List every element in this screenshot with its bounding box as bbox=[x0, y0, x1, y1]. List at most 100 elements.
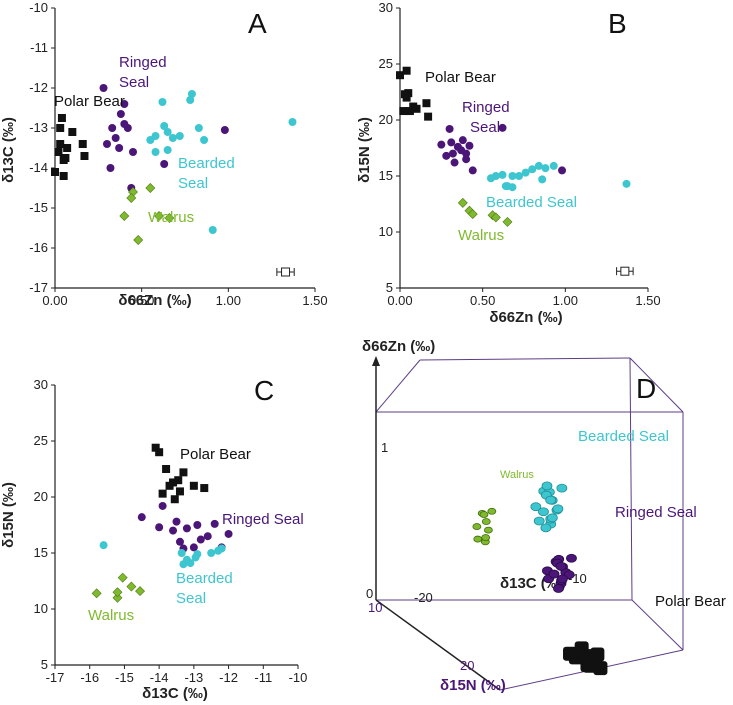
panel-a-label-bearded-seal-line2: Seal bbox=[178, 175, 208, 192]
panel-a-point-ringed-seal bbox=[120, 100, 129, 108]
panel-b-point-bearded-seal bbox=[508, 172, 517, 180]
panel-d-point-polar-bear bbox=[580, 649, 595, 664]
panel-d-point-walrus bbox=[472, 523, 482, 530]
panel-b-xtick-label: 0.50 bbox=[470, 293, 495, 308]
panel-c-xtick-label: -17 bbox=[46, 670, 65, 685]
panel-b-label-bearded-seal: Bearded Seal bbox=[486, 194, 577, 211]
panel-a-point-ringed-seal bbox=[129, 148, 137, 156]
panel-c-point-polar-bear bbox=[189, 481, 198, 490]
panel-a-point-ringed-seal bbox=[111, 134, 120, 142]
panel-d-point-bearded-seal bbox=[540, 523, 552, 533]
panel-c-letter: C bbox=[254, 375, 274, 406]
panel-d-point-polar-bear bbox=[593, 661, 608, 676]
panel-a-point-bearded-seal bbox=[163, 146, 172, 154]
panel-b-point-ringed-seal bbox=[458, 136, 467, 145]
panel-b-point-walrus bbox=[467, 209, 478, 220]
panel-a-xtick-label: 0.00 bbox=[42, 293, 67, 308]
panel-a-point-bearded-seal bbox=[151, 132, 160, 140]
panel-a-point-bearded-seal bbox=[163, 128, 172, 136]
panel-c-point-polar-bear bbox=[162, 465, 171, 473]
panel-c-label-walrus: Walrus bbox=[88, 607, 134, 624]
panel-c-xtick-label: -12 bbox=[219, 670, 238, 685]
panel-a-point-bearded-seal bbox=[288, 118, 297, 126]
panel-b-point-ringed-seal bbox=[465, 141, 474, 150]
panel-b-letter: B bbox=[608, 8, 627, 39]
panel-a-point-walrus bbox=[164, 213, 175, 223]
panel-b-label-polar-bear: Polar Bear bbox=[425, 69, 496, 86]
panel-c-point-ringed-seal bbox=[203, 532, 212, 541]
panel-d-point-bearded-seal bbox=[533, 516, 545, 526]
panel-a-ytick-label: -12 bbox=[29, 80, 48, 95]
panel-b-point-polar-bear bbox=[396, 71, 404, 80]
panel-a-error-bar-marker bbox=[281, 267, 291, 277]
panel-b-point-ringed-seal bbox=[498, 123, 507, 132]
panel-a-point-ringed-seal bbox=[99, 84, 108, 92]
panel-d-box-edge bbox=[631, 599, 684, 651]
panel-b-point-ringed-seal bbox=[468, 166, 477, 175]
panel-d-point-bearded-seal bbox=[530, 502, 542, 512]
panel-a-point-ringed-seal bbox=[103, 140, 111, 148]
panel-c-point-walrus bbox=[126, 581, 137, 592]
panel-c-point-ringed-seal bbox=[158, 501, 167, 510]
panel-a-point-bearded-seal bbox=[208, 226, 217, 234]
panel-a-label-walrus: Walrus bbox=[148, 209, 194, 226]
panel-b-point-polar-bear bbox=[400, 90, 409, 99]
panel-c-xtick-label: -15 bbox=[115, 670, 134, 685]
panel-d-point-ringed-seal bbox=[553, 584, 564, 593]
panel-d-point-walrus bbox=[481, 534, 491, 541]
panel-d-label-polar-bear: Polar Bear bbox=[655, 593, 726, 610]
panel-a-point-polar-bear bbox=[56, 140, 65, 148]
panel-c-point-ringed-seal bbox=[196, 535, 205, 544]
panel-d-box-edge bbox=[375, 359, 421, 413]
panel-c-point-ringed-seal bbox=[210, 519, 219, 528]
panel-d-label-bearded-seal: Bearded Seal bbox=[578, 428, 669, 445]
panel-b-point-ringed-seal bbox=[558, 166, 567, 175]
panel-a-xlabel: δ66Zn (‰) bbox=[118, 292, 191, 309]
panel-c-label-bearded-seal: Bearded Seal bbox=[176, 570, 233, 607]
panel-d-xtick: -20 bbox=[414, 590, 433, 605]
panel-a-ytick-label: -16 bbox=[29, 240, 48, 255]
panel-b-point-polar-bear bbox=[424, 112, 433, 121]
panel-b-point-bearded-seal bbox=[541, 164, 550, 173]
panel-d-ytick: 10 bbox=[368, 600, 382, 615]
panel-c-point-ringed-seal bbox=[169, 526, 178, 535]
panel-b-point-bearded-seal bbox=[534, 161, 543, 170]
panel-b-point-polar-bear bbox=[402, 66, 411, 75]
panel-a-point-bearded-seal bbox=[168, 134, 177, 142]
panel-d-point-ringed-seal bbox=[548, 569, 560, 579]
panel-b-point-bearded-seal bbox=[528, 165, 537, 174]
panel-a-point-bearded-seal bbox=[194, 124, 203, 132]
panel-a-point-walrus bbox=[133, 235, 144, 245]
panel-b-label-walrus: Walrus bbox=[458, 227, 504, 244]
panel-c-point-bearded-seal bbox=[186, 559, 195, 568]
panel-a-point-polar-bear bbox=[61, 154, 70, 162]
panel-b-point-polar-bear bbox=[399, 107, 408, 116]
panel-a-point-bearded-seal bbox=[186, 96, 195, 104]
panel-b-point-ringed-seal bbox=[447, 138, 456, 147]
panel-b-point-bearded-seal bbox=[508, 183, 517, 192]
panel-c-point-polar-bear bbox=[174, 476, 183, 485]
panel-c-point-walrus bbox=[91, 588, 102, 599]
panel-d-point-bearded-seal bbox=[538, 507, 549, 517]
panel-b-ytick-label: 15 bbox=[379, 168, 393, 183]
panel-a-ytick-label: -10 bbox=[29, 0, 48, 15]
panel-a-label-polar-bear: Polar Bear bbox=[54, 93, 125, 110]
panel-b-ylabel: δ15N (‰) bbox=[356, 117, 373, 183]
panel-a-point-walrus bbox=[145, 183, 156, 193]
panel-a-point-bearded-seal bbox=[187, 90, 196, 98]
panel-b-point-bearded-seal bbox=[498, 170, 507, 179]
panel-a-point-polar-bear bbox=[78, 140, 87, 148]
panel-c-xtick-label: -13 bbox=[184, 670, 203, 685]
panel-c-label-ringed-seal: Ringed Seal bbox=[222, 511, 304, 528]
panel-b-point-bearded-seal bbox=[549, 161, 558, 170]
panel-d-point-bearded-seal bbox=[546, 513, 558, 523]
panel-c-point-bearded-seal bbox=[191, 553, 200, 562]
panel-a-xtick-label: 1.00 bbox=[216, 293, 241, 308]
panel-d-label-walrus: Walrus bbox=[500, 469, 534, 481]
panel-a-point-bearded-seal bbox=[175, 132, 184, 140]
panel-b-point-walrus bbox=[502, 216, 513, 227]
panel-a-point-ringed-seal bbox=[115, 144, 124, 152]
panel-d-ztick: 0 bbox=[366, 586, 373, 601]
panel-c-point-ringed-seal bbox=[182, 524, 191, 533]
panel-b-point-ringed-seal bbox=[442, 151, 451, 160]
